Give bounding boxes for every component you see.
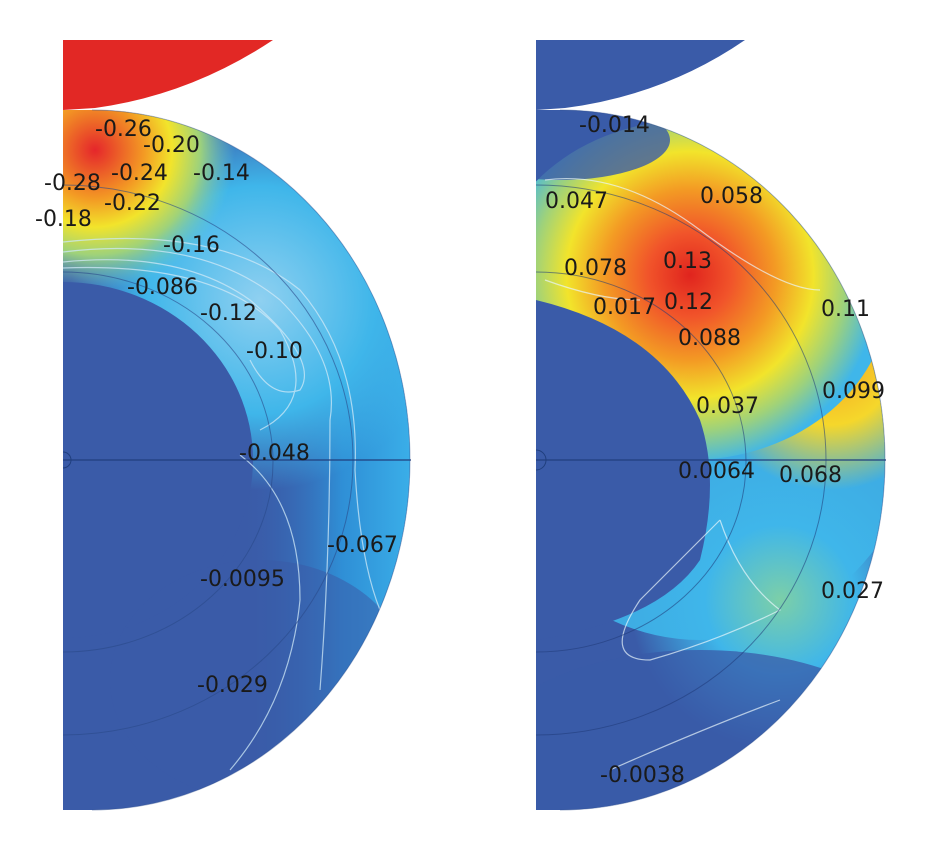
left-label: -0.14 <box>193 161 250 186</box>
left-label: -0.086 <box>127 275 198 300</box>
right-label: 0.058 <box>700 184 763 209</box>
left-label: -0.12 <box>200 301 257 326</box>
left-top-wedge <box>63 40 273 110</box>
right-label: 0.088 <box>678 326 741 351</box>
left-label: -0.10 <box>246 339 303 364</box>
left-label: -0.048 <box>239 441 310 466</box>
left-label: -0.029 <box>197 673 268 698</box>
left-label: -0.0095 <box>200 567 285 592</box>
right-label: 0.027 <box>821 579 884 604</box>
left-label: -0.28 <box>44 171 101 196</box>
left-label: -0.26 <box>95 117 152 142</box>
right-label: 0.13 <box>663 249 712 274</box>
right-label: -0.0038 <box>600 763 685 788</box>
right-label: 0.017 <box>593 295 656 320</box>
right-label: -0.014 <box>579 113 650 138</box>
right-label: 0.037 <box>696 394 759 419</box>
right-top-wedge <box>536 40 745 110</box>
left-label: -0.18 <box>35 207 92 232</box>
right-label: 0.047 <box>545 189 608 214</box>
right-label: 0.068 <box>779 463 842 488</box>
right-label: 0.11 <box>821 297 870 322</box>
left-panel: -0.26 -0.20 -0.28 -0.24 -0.14 -0.22 -0.1… <box>35 40 411 811</box>
left-label: -0.067 <box>327 533 398 558</box>
left-label: -0.20 <box>143 133 200 158</box>
left-label: -0.22 <box>104 191 161 216</box>
left-label: -0.24 <box>111 161 168 186</box>
right-label: 0.12 <box>664 290 713 315</box>
right-label: 0.078 <box>564 256 627 281</box>
right-inner-core <box>536 300 710 640</box>
right-panel: -0.014 0.047 0.058 0.078 0.13 0.017 0.12… <box>535 40 886 811</box>
right-label: 0.0064 <box>678 459 755 484</box>
right-label: 0.099 <box>822 379 885 404</box>
left-label: -0.16 <box>163 233 220 258</box>
